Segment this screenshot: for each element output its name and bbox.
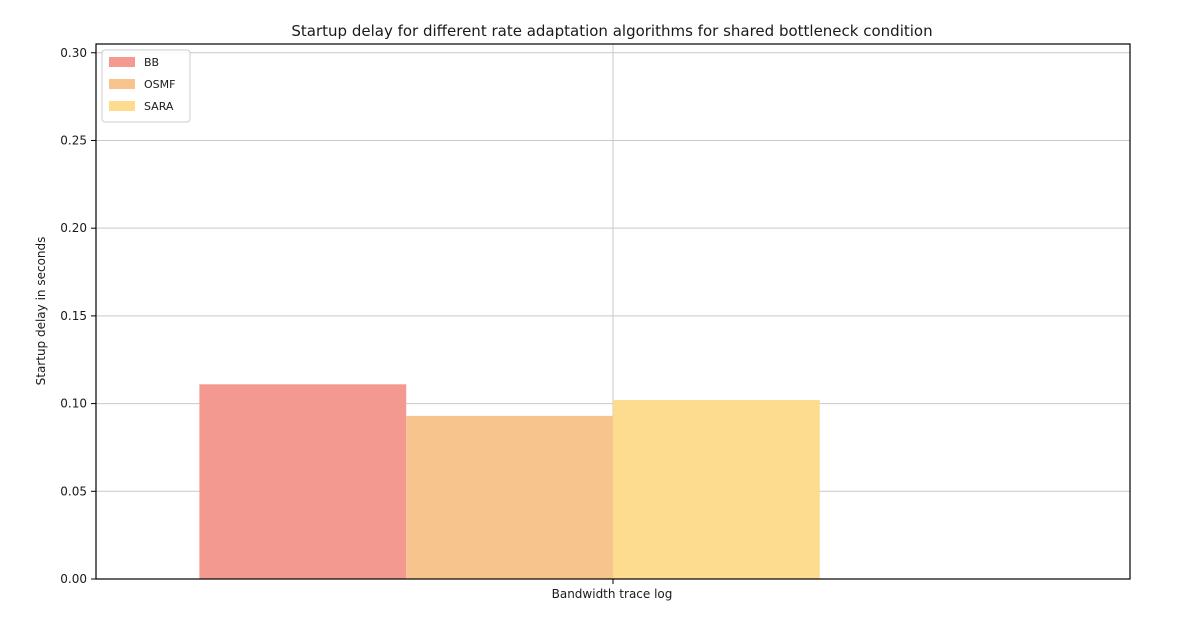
y-tick-label: 0.25 (60, 133, 87, 147)
y-tick-label: 0.20 (60, 221, 87, 235)
y-tick-label: 0.00 (60, 572, 87, 586)
y-tick-label: 0.15 (60, 309, 87, 323)
bar-osmf (406, 415, 613, 579)
bar-sara (613, 400, 820, 579)
legend-swatch-osmf (109, 79, 135, 89)
y-tick-label: 0.10 (60, 397, 87, 411)
legend-label-sara: SARA (144, 100, 174, 113)
chart-title: Startup delay for different rate adaptat… (291, 22, 932, 40)
bar-bb (199, 384, 407, 579)
legend-swatch-sara (109, 101, 135, 111)
y-tick-label: 0.05 (60, 484, 87, 498)
legend: BB OSMF SARA (101, 49, 191, 123)
bars (199, 384, 820, 579)
y-axis-title: Startup delay in seconds (34, 237, 48, 386)
legend-label-bb: BB (144, 56, 159, 69)
legend-label-osmf: OSMF (144, 78, 175, 91)
legend-swatch-bb (109, 57, 135, 67)
y-axis-ticks: 0.00 0.05 0.10 0.15 0.20 0.25 0.30 (60, 46, 614, 586)
y-tick-label: 0.30 (60, 46, 87, 60)
x-axis-title: Bandwidth trace log (552, 587, 673, 601)
